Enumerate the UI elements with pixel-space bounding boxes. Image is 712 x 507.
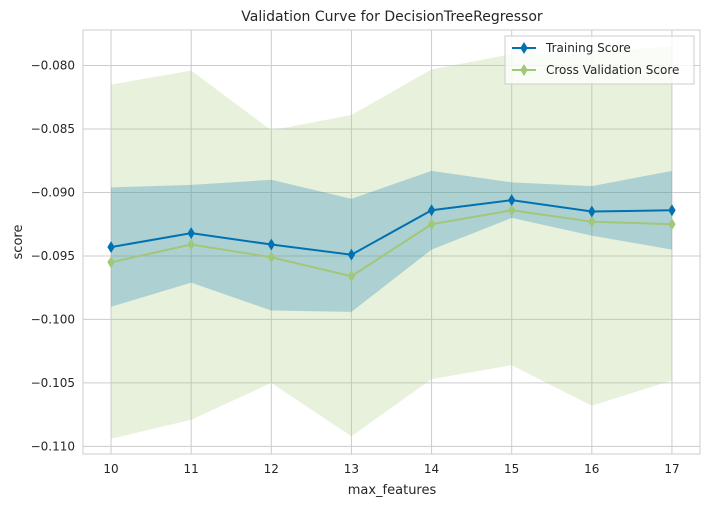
training-score-legend-label: Training Score [545, 41, 631, 55]
y-tick-label: −0.105 [31, 376, 75, 390]
y-tick-label: −0.110 [31, 439, 75, 453]
y-axis-label: score [11, 225, 26, 260]
legend: Training Score Cross Validation Score [505, 36, 694, 84]
x-tick-label: 10 [103, 462, 118, 476]
x-axis-label: max_features [348, 483, 437, 498]
y-tick-label: −0.095 [31, 249, 75, 263]
x-tick-label: 16 [584, 462, 599, 476]
chart-title: Validation Curve for DecisionTreeRegress… [241, 9, 543, 25]
x-tick-label: 17 [664, 462, 679, 476]
y-tick-label: −0.085 [31, 122, 75, 136]
error-bands [111, 47, 672, 439]
x-tick-label: 15 [504, 462, 519, 476]
y-tick-label: −0.090 [31, 185, 75, 199]
x-tick-label: 13 [344, 462, 359, 476]
x-tick-label: 12 [264, 462, 279, 476]
x-tick-label: 11 [184, 462, 199, 476]
cross-validation-score-legend-label: Cross Validation Score [546, 63, 679, 77]
x-tick-label: 14 [424, 462, 439, 476]
y-tick-label: −0.100 [31, 312, 75, 326]
y-tick-label: −0.080 [31, 59, 75, 73]
